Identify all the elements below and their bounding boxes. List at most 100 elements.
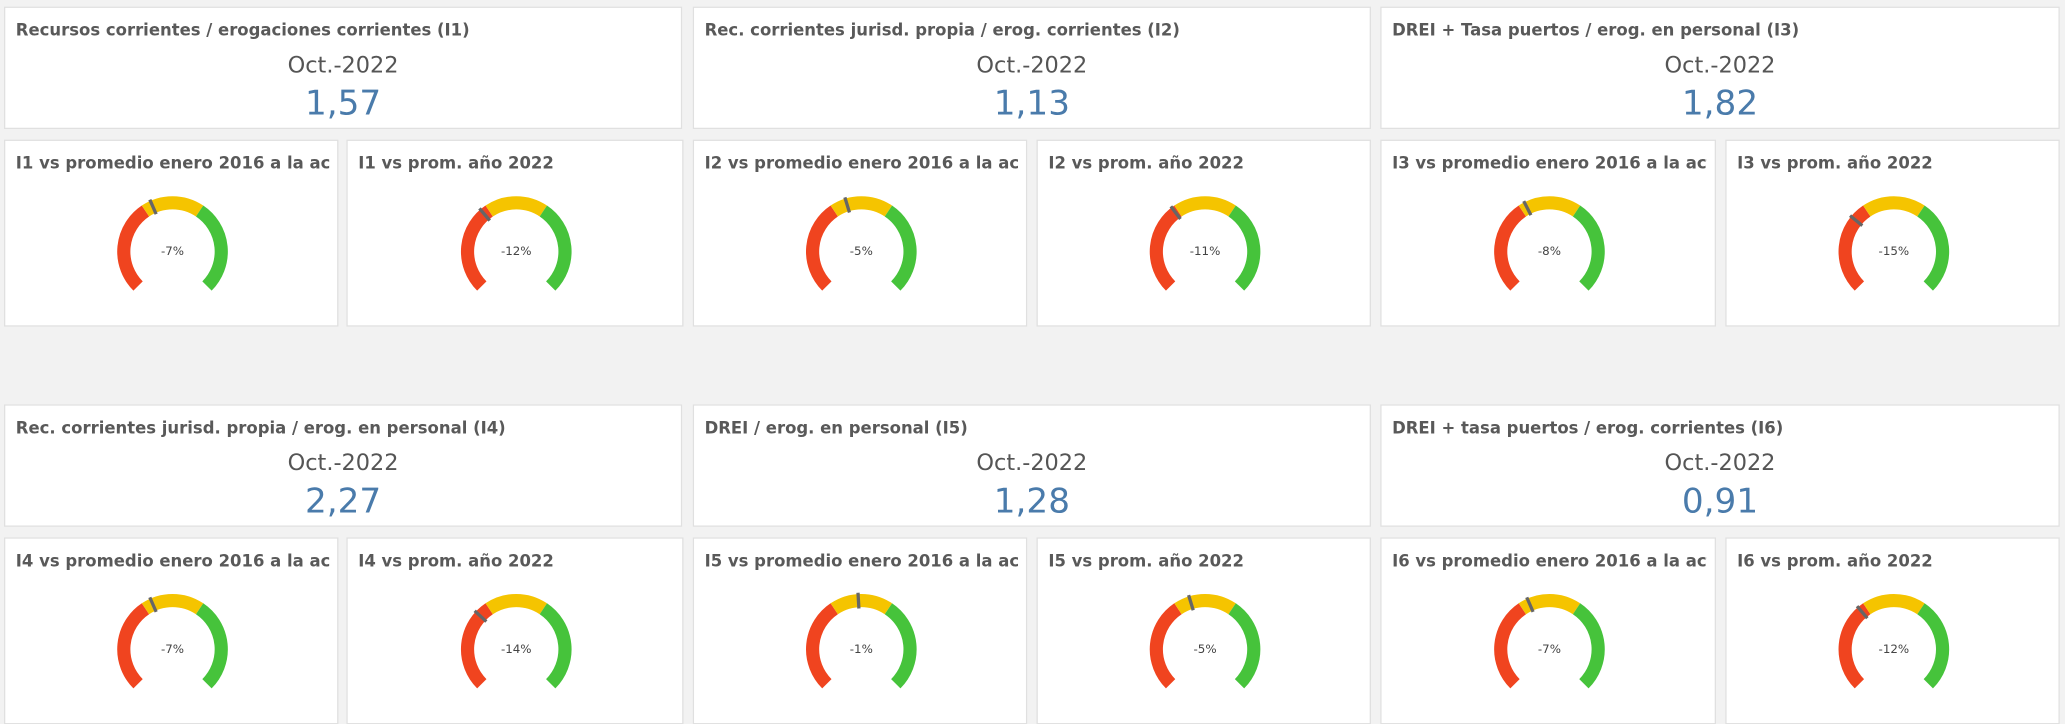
kpi-period: Oct.-2022 <box>1664 52 1776 80</box>
kpi-period: Oct.-2022 <box>976 52 1088 80</box>
gauge-band <box>539 205 572 291</box>
gauge-needle <box>843 196 852 213</box>
kpi-title: DREI + tasa puertos / erog. corrientes (… <box>1392 417 1784 438</box>
kpi-title: Rec. corrientes jurisd. propia / erog. c… <box>704 19 1180 40</box>
gauge: -8% <box>1494 196 1605 291</box>
gauge: -5% <box>806 196 917 291</box>
gauge-band <box>1863 593 1925 615</box>
gauge: -12% <box>460 196 572 291</box>
gauge-band <box>485 593 547 615</box>
gauge-card: I2 vs prom. año 2022 -11% <box>1036 139 1371 327</box>
gauge: -1% <box>806 592 917 689</box>
gauge-label: -12% <box>1879 642 1910 656</box>
gauge-needle <box>473 609 488 623</box>
gauge: -14% <box>460 593 572 689</box>
gauge-label: -7% <box>161 642 184 656</box>
gauge-band <box>141 593 204 615</box>
gauge-band <box>195 603 228 689</box>
gauge-needle <box>1525 596 1535 613</box>
kpi-card: DREI + tasa puertos / erog. corrientes (… <box>1380 404 2060 527</box>
gauge-card: I5 vs promedio enero 2016 a la actual… -1… <box>692 537 1028 724</box>
kpi-title: Rec. corrientes jurisd. propia / erog. e… <box>15 417 506 438</box>
gauge-band <box>1518 593 1581 615</box>
gauge-card: I5 vs prom. año 2022 -5% <box>1036 537 1371 724</box>
gauge-label: -11% <box>1190 244 1221 258</box>
gauge-band <box>830 593 893 615</box>
gauge-needle <box>148 199 158 215</box>
gauge-label: -8% <box>1538 244 1561 258</box>
gauge-band <box>1228 603 1261 689</box>
gauge-needle <box>148 596 158 613</box>
gauge-band <box>1149 205 1182 291</box>
gauge-band <box>1917 205 1950 291</box>
gauge-band <box>117 603 150 689</box>
gauge-title: I4 vs promedio enero 2016 a la actual… <box>15 550 329 571</box>
gauge-band <box>539 603 572 689</box>
kpi-card: DREI + Tasa puertos / erog. en personal … <box>1380 6 2060 130</box>
gauge-title: I3 vs promedio enero 2016 a la actual… <box>1392 152 1707 173</box>
gauge-card: I6 vs prom. año 2022 -12% <box>1725 537 2060 724</box>
gauge-band <box>1228 205 1261 291</box>
gauge: -11% <box>1149 196 1261 291</box>
gauge: -7% <box>1494 593 1605 689</box>
gauge-title: I1 vs promedio enero 2016 a la actual… <box>15 152 329 173</box>
kpi-title: DREI + Tasa puertos / erog. en personal … <box>1392 19 1800 40</box>
gauge-band <box>884 205 917 291</box>
gauge-label: -7% <box>161 244 184 258</box>
gauge: -7% <box>117 196 228 291</box>
gauge-title: I5 vs promedio enero 2016 a la actual… <box>704 550 1018 571</box>
gauge-band <box>141 196 204 217</box>
gauge-card: I2 vs promedio enero 2016 a la actual… -5… <box>692 139 1028 327</box>
kpi-value: 1,57 <box>304 84 382 124</box>
gauge-title: I1 vs prom. año 2022 <box>358 152 554 173</box>
gauge-band <box>806 603 839 689</box>
gauge-band <box>1149 603 1182 689</box>
gauge-band <box>1572 603 1605 689</box>
gauge-title: I2 vs prom. año 2022 <box>1048 152 1244 173</box>
kpi-card: DREI / erog. en personal (I5) Oct.-2022 1,… <box>692 404 1371 527</box>
gauge-needle <box>1187 594 1195 611</box>
gauge-band <box>485 196 547 217</box>
gauge-card: I1 vs promedio enero 2016 a la actual… -7… <box>3 139 339 327</box>
kpi-title: DREI / erog. en personal (I5) <box>704 417 968 438</box>
kpi-period: Oct.-2022 <box>287 52 399 80</box>
gauge-card: I4 vs promedio enero 2016 a la actual… -7… <box>3 537 339 724</box>
gauge-band <box>1494 603 1527 689</box>
gauge-needle <box>478 207 492 222</box>
gauge-band <box>195 205 228 291</box>
gauge: -7% <box>117 593 228 689</box>
gauge-label: -12% <box>501 244 532 258</box>
gauge-band <box>884 603 917 689</box>
gauge-band <box>1838 603 1871 689</box>
gauge-label: -14% <box>501 642 532 656</box>
gauge-card: I1 vs prom. año 2022 -12% <box>346 139 684 327</box>
gauge: -5% <box>1149 593 1261 689</box>
gauge-title: I3 vs prom. año 2022 <box>1737 152 1933 173</box>
gauge-needle <box>1522 200 1533 216</box>
kpi-value: 2,27 <box>304 482 382 522</box>
gauge-label: -15% <box>1879 244 1910 258</box>
gauge-band <box>460 205 494 291</box>
gauge: -12% <box>1838 593 1950 689</box>
gauge: -15% <box>1838 196 1950 291</box>
gauge-title: I5 vs prom. año 2022 <box>1048 550 1244 571</box>
kpi-period: Oct.-2022 <box>976 450 1088 477</box>
kpi-value: 1,82 <box>1681 84 1759 124</box>
gauge-card: I4 vs prom. año 2022 -14% <box>346 537 684 724</box>
gauge-band <box>1174 593 1236 615</box>
gauge-card: I6 vs promedio enero 2016 a la actual… -7… <box>1380 537 1717 724</box>
gauge-label: -1% <box>850 642 873 656</box>
gauge-band <box>1917 603 1950 689</box>
kpi-value: 0,91 <box>1681 482 1759 522</box>
gauge-title: I6 vs promedio enero 2016 a la actual… <box>1392 550 1707 571</box>
gauge-band <box>830 196 893 217</box>
gauge-needle <box>1855 605 1869 620</box>
gauge-label: -7% <box>1538 642 1561 656</box>
kpi-value: 1,13 <box>993 84 1070 124</box>
gauge-band <box>1518 196 1581 217</box>
gauge-band <box>1838 205 1871 291</box>
gauge-title: I6 vs prom. año 2022 <box>1737 550 1933 571</box>
gauge-band <box>1174 196 1236 217</box>
gauge-band <box>806 205 839 291</box>
